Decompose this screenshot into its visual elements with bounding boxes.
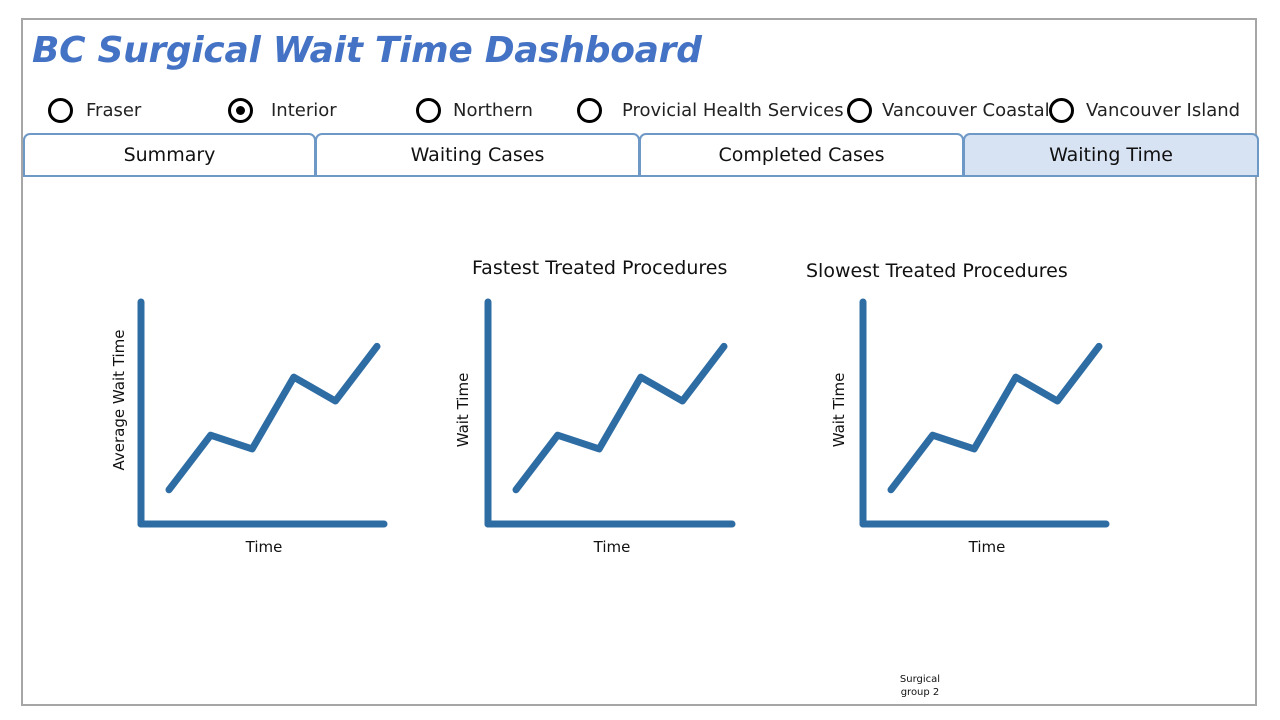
radio-button-icon[interactable] xyxy=(1049,97,1074,123)
footer-note-line: group 2 xyxy=(900,687,940,698)
region-option-fraser[interactable]: Fraser xyxy=(48,90,141,130)
region-label: Northern xyxy=(453,99,533,121)
region-option-vancouver-island[interactable]: Vancouver Island xyxy=(1049,90,1240,130)
region-option-provincial-health-services[interactable]: Provicial Health Services xyxy=(577,90,844,130)
chart-title-fastest: Fastest Treated Procedures xyxy=(472,257,728,279)
tab-waiting-cases[interactable]: Waiting Cases xyxy=(315,133,640,177)
radio-button-icon[interactable] xyxy=(48,97,73,123)
line-chart-1: Time Average Wait Time xyxy=(110,298,388,556)
page-title: BC Surgical Wait Time Dashboard xyxy=(32,30,702,71)
y-axis-label: Wait Time xyxy=(454,373,472,448)
x-axis-label: Time xyxy=(593,538,631,556)
region-label: Vancouver Coastal xyxy=(882,99,1050,121)
chart-title-slowest: Slowest Treated Procedures xyxy=(806,260,1068,282)
radio-button-icon[interactable] xyxy=(228,97,253,123)
line-chart-3: Time Wait Time xyxy=(830,298,1110,556)
tab-waiting-time[interactable]: Waiting Time xyxy=(963,133,1259,177)
y-axis-label: Average Wait Time xyxy=(110,330,128,471)
tab-bar: Summary Waiting Cases Completed Cases Wa… xyxy=(23,133,1259,181)
region-selector: Fraser Interior Northern Provicial Healt… xyxy=(23,90,1257,132)
x-axis-label: Time xyxy=(968,538,1006,556)
footer-note: Surgical group 2 xyxy=(886,673,954,699)
tab-completed-cases[interactable]: Completed Cases xyxy=(639,133,964,177)
series-line xyxy=(887,342,1103,494)
footer-note-line: Surgical xyxy=(899,674,941,685)
x-axis-label: Time xyxy=(245,538,283,556)
radio-button-icon[interactable] xyxy=(416,97,441,123)
region-label: Interior xyxy=(271,99,337,121)
region-option-northern[interactable]: Northern xyxy=(416,90,533,130)
series-line xyxy=(165,342,381,494)
region-option-interior[interactable]: Interior xyxy=(228,90,337,130)
tab-summary[interactable]: Summary xyxy=(23,133,316,177)
region-label: Fraser xyxy=(86,99,142,121)
region-label: Provicial Health Services xyxy=(622,99,844,121)
radio-button-icon[interactable] xyxy=(847,97,872,123)
dashboard-frame xyxy=(21,18,1257,706)
y-axis-label: Wait Time xyxy=(830,373,848,448)
region-label: Vancouver Island xyxy=(1086,99,1241,121)
region-option-vancouver-coastal[interactable]: Vancouver Coastal xyxy=(847,90,1050,130)
line-chart-2: Time Wait Time xyxy=(454,298,736,556)
radio-button-icon[interactable] xyxy=(577,97,602,123)
series-line xyxy=(512,342,728,494)
